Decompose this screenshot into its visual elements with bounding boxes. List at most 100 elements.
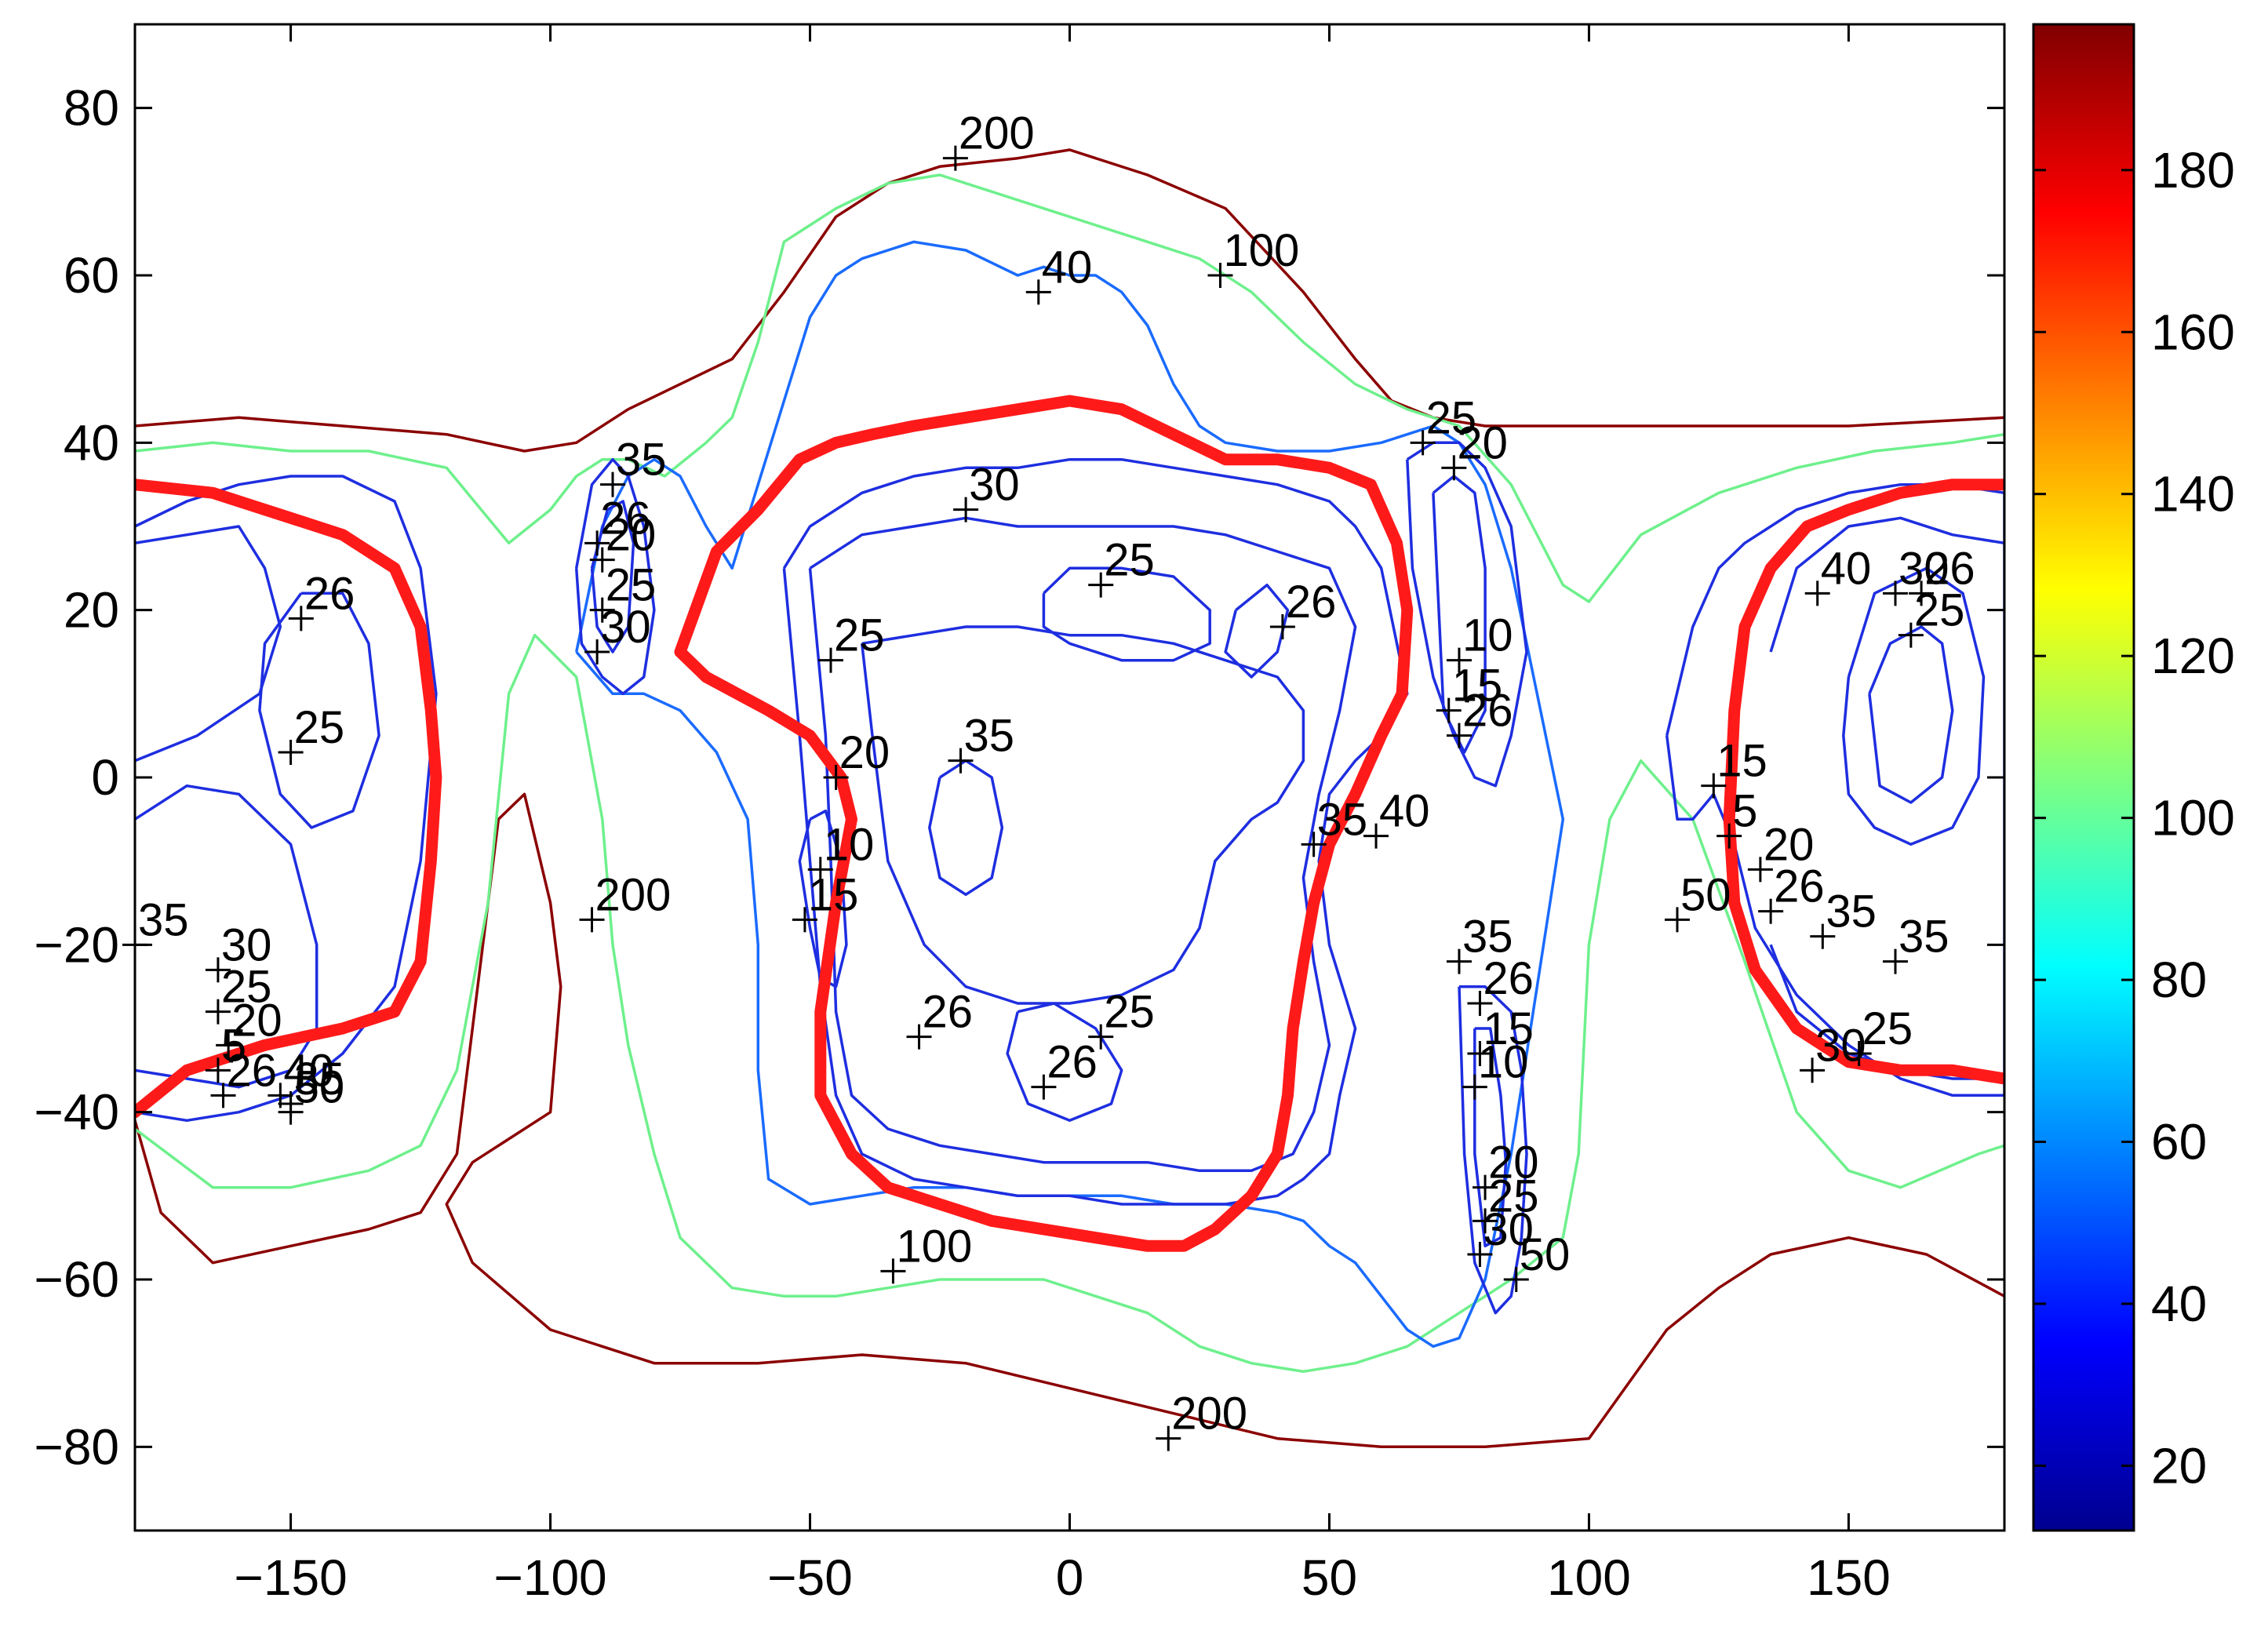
contour-label: 25 [1488,1170,1539,1221]
contour-marker: 35 [1810,886,1877,949]
contour-label: 50 [294,1062,345,1113]
contour-marker: 25 [1410,392,1477,456]
contour-marker: 200 [942,108,1035,171]
contour-label: 35 [1462,912,1513,963]
contour-marker: 15 [1436,661,1502,723]
contour-marker: 30 [1467,1204,1534,1267]
contour-label: 25 [221,962,272,1013]
contour-line [135,148,2004,453]
contour-label: 25 [1104,987,1155,1038]
contour-line [574,457,656,696]
contour-label: 26 [1483,953,1534,1004]
contour-label: 30 [1815,1020,1866,1071]
x-tick-label: −50 [767,1549,853,1606]
x-axis: −150 −100 −50 0 50 100 150 [235,24,1891,1606]
contour-label: 20 [1457,417,1508,468]
y-tick-label: −20 [34,916,119,973]
contour-line [1769,516,2004,653]
contour-line [1042,566,1211,662]
contour-line [798,809,848,988]
contour-label: 100 [1223,225,1299,276]
contour-lines [135,148,2004,1449]
contour-label: 25 [1104,535,1155,586]
y-tick-label: 0 [91,749,119,806]
contour-label: 20 [1488,1138,1539,1188]
contour-label: 40 [283,1045,334,1096]
contour-marker: 20 [1473,1138,1539,1200]
contour-label: 26 [1286,577,1337,628]
contour-line [1473,1027,1508,1248]
contour-line [1006,1002,1123,1123]
colorbar [2032,23,2135,1532]
contour-marker: 35 [1882,912,1949,974]
contour-marker: 26 [1269,577,1337,639]
contour-label: 26 [1774,861,1825,912]
contour-line [135,792,2004,1449]
colorbar-tick-label: 140 [2151,466,2235,522]
contour-label: 5 [1732,786,1757,837]
contour-label: 25 [294,702,345,753]
contour-label: 40 [1821,543,1872,594]
contour-marker: 15 [1467,1003,1534,1066]
contour-label: 50 [1680,869,1731,920]
contour-label: 25 [1426,392,1477,443]
contour-marker: 35 [1446,912,1513,974]
contour-label: 26 [600,493,651,544]
contour-marker: 30 [584,602,651,664]
contour-marker: 200 [1156,1389,1247,1451]
contour-marker: 20 [216,995,282,1058]
contour-marker: 20 [1441,417,1508,481]
contour-label: 35 [1898,912,1949,963]
contour-marker: 26 [584,493,651,556]
contour-label: 30 [221,919,272,970]
contour-marker: 30 [1882,543,1949,606]
contour-line [135,784,319,1089]
x-tick-label: −100 [493,1549,606,1606]
contour-label: 20 [606,510,657,561]
contour-marker: 100 [880,1221,972,1284]
contour-label: 200 [595,869,672,920]
contour-line [1868,625,1954,804]
contour-line [258,592,380,829]
contour-label: 30 [1898,543,1949,594]
contour-marker: 25 [818,610,885,673]
contour-marker: 20 [589,510,657,573]
contour-marker: 100 [1207,225,1299,288]
x-tick-label: −150 [235,1549,348,1606]
contour-label: 10 [1462,610,1513,661]
y-tick-label: −40 [34,1084,119,1141]
contour-marker: 40 [1025,242,1092,305]
contour-line [1406,441,1528,788]
contour-marker: 26 [1909,543,1975,606]
contour-marker: 40 [268,1045,334,1108]
contour-marker: 26 [288,568,355,632]
contour-line [574,240,1565,1349]
boundary-lines [135,395,2004,1252]
contour-label: 35 [138,894,189,945]
contour-label: 15 [808,869,859,920]
contour-label: 25 [834,610,885,661]
y-tick-label: −60 [34,1251,119,1308]
contour-marker: 35 [1301,794,1367,857]
contour-marker: 30 [1800,1020,1866,1083]
contour-label: 30 [1483,1204,1534,1255]
contour-label: 26 [1924,543,1975,594]
x-tick-label: 50 [1301,1549,1357,1606]
contour-line [1842,566,1986,846]
contour-marker: 30 [953,460,1020,522]
contour-marker: 30 [205,919,272,983]
contour-line [808,516,1357,1173]
contour-marker: 10 [1462,1037,1528,1100]
contour-marker: 15 [1701,736,1767,799]
contour-marker: 25 [589,560,656,623]
contour-label: 20 [1764,819,1815,870]
contour-label: 35 [616,435,667,486]
colorbar-tick-label: 20 [2151,1437,2207,1494]
contour-label: 100 [896,1221,972,1272]
contour-marker: 20 [823,727,890,790]
y-tick-label: 40 [64,414,119,471]
contour-line [860,625,1305,1005]
contour-marker: 26 [1031,1037,1098,1100]
